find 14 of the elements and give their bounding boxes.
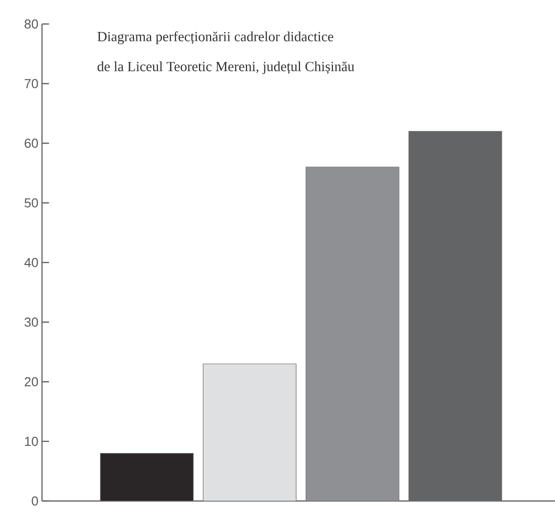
bar bbox=[202, 364, 296, 502]
y-tick-label: 40 bbox=[24, 258, 38, 268]
y-tick-label: 80 bbox=[24, 19, 38, 29]
text: de la Liceul Teoretic Mereni, județul Chișinău bbox=[98, 61, 354, 74]
bar bbox=[306, 166, 400, 502]
y-tick-label: 0 bbox=[32, 496, 38, 506]
y-tick-label: 70 bbox=[24, 79, 38, 88]
y-tick-label: 20 bbox=[24, 377, 38, 386]
bar bbox=[100, 453, 194, 502]
y-tick-label: 60 bbox=[24, 138, 38, 148]
y-tick-label: 50 bbox=[24, 198, 38, 208]
chart-title: Diagrama perfecționării cadrelor didactice bbox=[97, 31, 334, 44]
y-tick-label: 30 bbox=[24, 318, 38, 327]
y-tick-label: 10 bbox=[25, 436, 38, 446]
